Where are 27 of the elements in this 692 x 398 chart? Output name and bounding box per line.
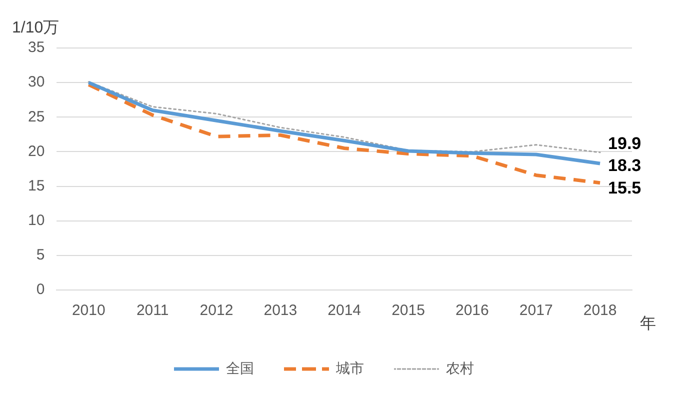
y-axis-title: 1/10万 [12,19,60,36]
y-tick-label: 0 [36,281,45,298]
data-label: 15.5 [608,178,642,198]
line-series [86,82,602,185]
x-axis-title: 年 [640,315,656,332]
data-label: 18.3 [608,156,642,176]
x-tick-label: 2014 [328,302,362,320]
legend-label: 农村 [446,360,474,376]
y-tick-label: 35 [28,39,45,56]
x-tick-label: 2016 [456,302,489,320]
x-tick-label: 2012 [200,302,234,320]
x-tick-label: 2011 [136,302,169,320]
line-series [88,81,601,154]
legend-label: 城市 [335,360,364,376]
y-tick-label: 30 [28,74,45,91]
x-tick-label: 2015 [392,302,425,320]
data-label: 19.9 [608,134,642,154]
y-tick-label: 25 [28,108,45,126]
legend-label: 全国 [226,360,254,376]
y-tick-label: 20 [28,142,45,160]
x-tick-label: 2010 [72,302,106,320]
x-tick-label: 2017 [519,302,553,320]
y-tick-label: 15 [28,177,45,194]
x-tick-label: 2018 [583,302,617,320]
y-tick-label: 10 [28,212,45,229]
x-tick-label: 2013 [264,302,298,320]
y-tick-label: 5 [36,246,45,264]
